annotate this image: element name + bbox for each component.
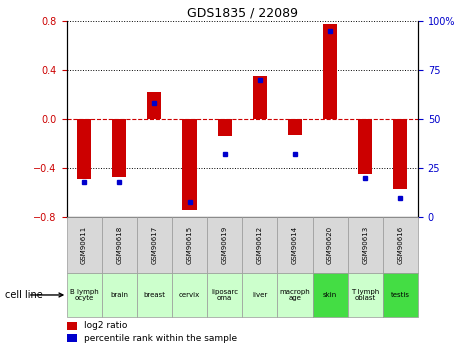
Bar [112,119,126,177]
Bar [348,273,383,317]
Bar [207,273,242,317]
Bar [172,217,207,273]
Text: skin: skin [323,292,337,298]
Bar [66,334,77,342]
Bar [66,322,77,330]
Text: macroph
age: macroph age [280,289,310,301]
Bar [137,217,172,273]
Text: cervix: cervix [179,292,200,298]
Text: testis: testis [391,292,410,298]
Text: percentile rank within the sample: percentile rank within the sample [84,334,237,343]
Bar [137,273,172,317]
Bar [147,92,162,119]
Text: GSM90620: GSM90620 [327,226,333,264]
Bar [277,217,313,273]
Bar [358,119,372,174]
Bar [348,217,383,273]
Text: T lymph
oblast: T lymph oblast [351,289,380,301]
Text: log2 ratio: log2 ratio [84,321,127,330]
Bar [253,76,267,119]
Text: brain: brain [110,292,128,298]
Bar [218,119,232,136]
Text: GSM90611: GSM90611 [81,226,87,264]
Text: cell line: cell line [5,290,42,300]
Bar [313,217,348,273]
Text: breast: breast [143,292,165,298]
Bar [102,273,137,317]
Bar [393,119,408,189]
Bar [242,273,277,317]
Text: B lymph
ocyte: B lymph ocyte [70,289,98,301]
Text: GSM90613: GSM90613 [362,226,368,264]
Bar [182,119,197,210]
Bar [66,217,102,273]
Bar [277,273,313,317]
Bar [77,119,91,179]
Bar [66,273,102,317]
Text: GSM90612: GSM90612 [257,226,263,264]
Bar [383,273,418,317]
Bar [323,24,337,119]
Text: GSM90616: GSM90616 [398,226,403,264]
Bar [313,273,348,317]
Bar [172,273,207,317]
Text: GSM90617: GSM90617 [152,226,157,264]
Text: liver: liver [252,292,267,298]
Title: GDS1835 / 22089: GDS1835 / 22089 [187,7,298,20]
Bar [102,217,137,273]
Text: GSM90619: GSM90619 [222,226,228,264]
Text: GSM90615: GSM90615 [187,226,192,264]
Bar [207,217,242,273]
Text: liposarc
oma: liposarc oma [211,289,238,301]
Bar [383,217,418,273]
Bar [288,119,302,135]
Text: GSM90618: GSM90618 [116,226,122,264]
Bar [242,217,277,273]
Text: GSM90614: GSM90614 [292,226,298,264]
